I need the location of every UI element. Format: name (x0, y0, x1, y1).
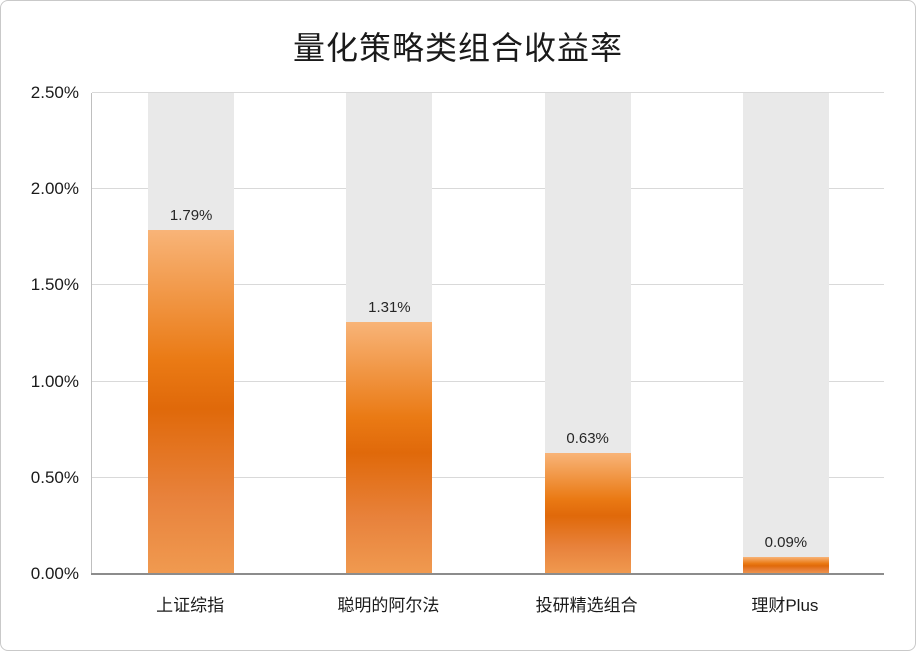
bar-slot-理财Plus: 0.09% (687, 93, 885, 574)
y-tick-label: 0.50% (30, 467, 79, 487)
x-category-label-投研精选组合: 投研精选组合 (535, 596, 638, 615)
gridline-0.50% (92, 476, 884, 478)
bar-投研精选组合 (544, 452, 631, 574)
bar-value-label: 0.09% (764, 533, 808, 551)
x-axis-category-labels: 上证综指 聪明的阿尔法 投研精选组合 理财Plus (91, 591, 884, 625)
chart-title: 量化策略类组合收益率 (292, 30, 623, 66)
bar-理财Plus (742, 556, 829, 574)
y-tick-label: 0.00% (30, 564, 79, 583)
y-tick-label: 2.00% (30, 179, 79, 199)
bar-上证综指 (148, 229, 235, 574)
plot-area: 1.79% 1.31% 0.63% 0.09% (91, 92, 885, 574)
bar-slot-上证综指: 1.79% (92, 93, 290, 574)
bar-slot-聪明的阿尔法: 1.31% (290, 93, 488, 574)
y-tick-label: 1.50% (30, 275, 79, 295)
x-category-label-聪明的阿尔法: 聪明的阿尔法 (337, 596, 440, 615)
gridline-1.00% (92, 380, 884, 382)
x-category-label-理财Plus: 理财Plus (751, 596, 819, 615)
x-axis-line (91, 573, 884, 575)
gridline-2.50% (92, 92, 884, 93)
bar-value-label: 0.63% (566, 429, 609, 447)
bar-value-label: 1.79% (169, 206, 213, 224)
bar-聪明的阿尔法 (346, 321, 433, 574)
bar-background-track (742, 93, 829, 574)
y-tick-label: 1.00% (30, 371, 79, 391)
gridline-1.50% (92, 284, 884, 286)
bar-slot-投研精选组合: 0.63% (489, 93, 687, 574)
bar-value-label: 1.31% (368, 298, 411, 316)
y-tick-label: 2.50% (30, 83, 79, 102)
gridline-2.00% (92, 188, 884, 190)
x-category-label-上证综指: 上证综指 (156, 596, 225, 615)
